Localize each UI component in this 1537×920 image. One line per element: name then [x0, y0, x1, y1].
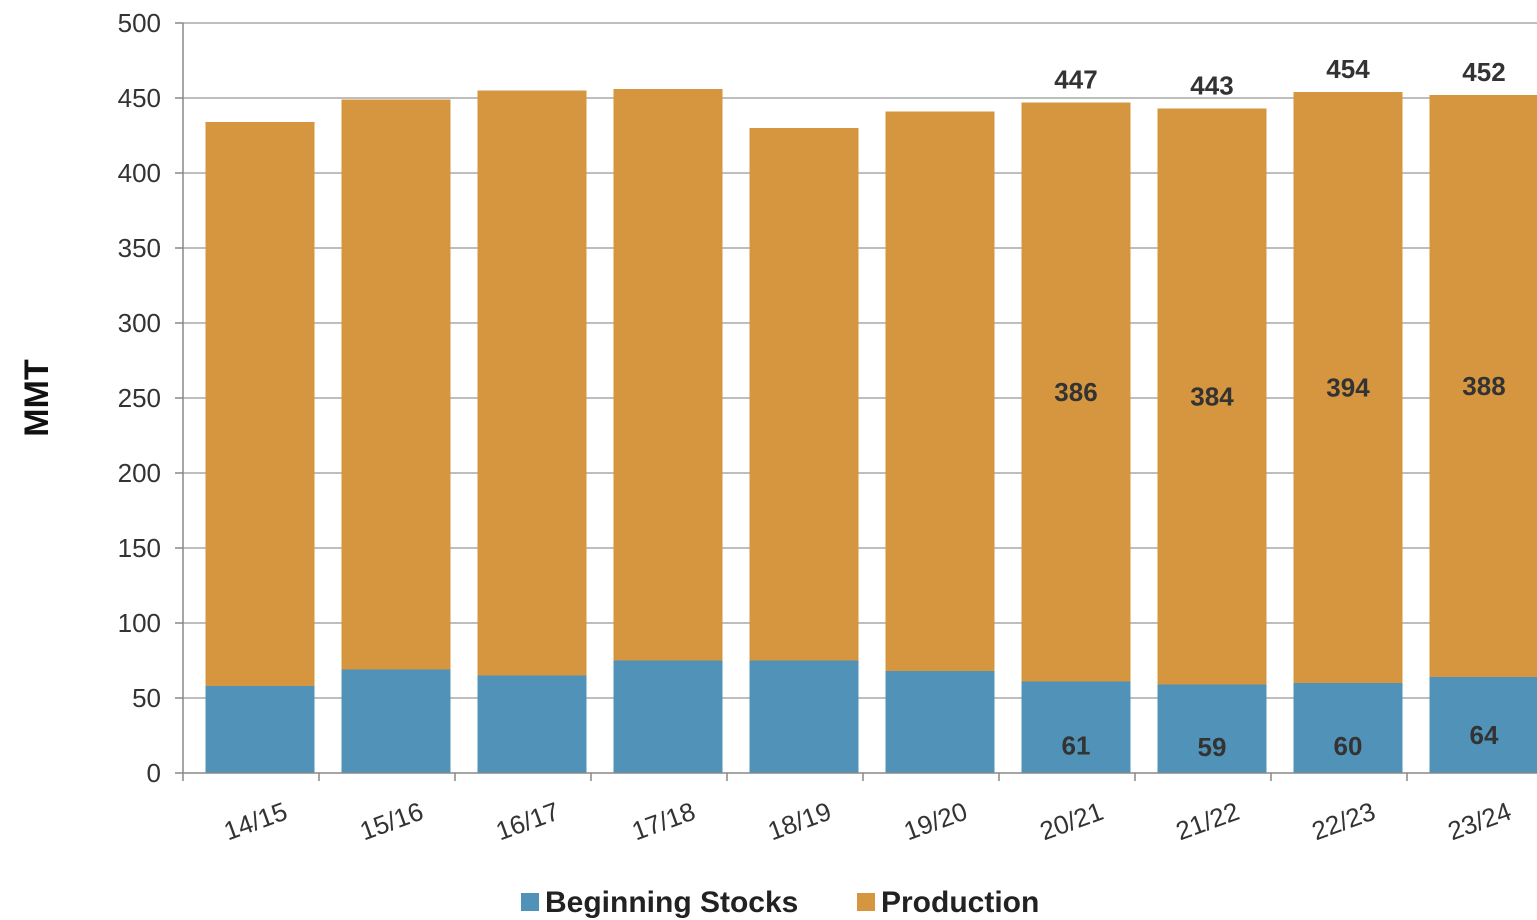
- x-tick-label: 18/19: [764, 796, 835, 846]
- bar-beginning-stocks-19-20: [885, 671, 995, 773]
- x-tick-label: 15/16: [356, 796, 427, 846]
- y-tick-label: 250: [118, 383, 161, 413]
- bar-production-21-22: [1157, 108, 1267, 685]
- data-label-stocks: 64: [1470, 720, 1499, 750]
- y-tick-label: 450: [118, 83, 161, 113]
- y-tick-label: 50: [132, 683, 161, 713]
- data-labels: 61 386 447 59 384 443 60 394 454 64 388 452: [1054, 54, 1505, 762]
- x-tick-label: 20/21: [1036, 796, 1107, 846]
- bars: [205, 89, 1537, 773]
- data-label-stocks: 61: [1062, 730, 1091, 760]
- legend: Beginning Stocks Production: [521, 886, 1039, 919]
- bar-production-14-15: [205, 122, 315, 686]
- x-tick-label: 14/15: [220, 796, 291, 846]
- bar-beginning-stocks-21-22: [1157, 684, 1267, 773]
- y-tick-labels: 0 50 100 150 200 250 300 350 400 450 500: [118, 8, 161, 788]
- legend-label-production: Production: [881, 886, 1039, 919]
- data-label-total: 443: [1190, 71, 1233, 101]
- data-label-total: 447: [1054, 65, 1097, 95]
- legend-label-beginning-stocks: Beginning Stocks: [545, 886, 798, 919]
- bar-beginning-stocks-20-21: [1021, 681, 1131, 773]
- axes: [175, 22, 1537, 781]
- data-label-stocks: 60: [1334, 731, 1363, 761]
- x-tick-label: 17/18: [628, 796, 699, 846]
- x-tick-label: 16/17: [492, 796, 563, 846]
- y-tick-label: 400: [118, 158, 161, 188]
- bar-production-20-21: [1021, 102, 1131, 682]
- bar-production-15-16: [341, 99, 451, 670]
- y-tick-label: 100: [118, 608, 161, 638]
- x-tick-label: 23/24: [1444, 796, 1515, 846]
- bar-production-16-17: [477, 90, 587, 676]
- bar-production-19-20: [885, 111, 995, 671]
- bar-beginning-stocks-14-15: [205, 686, 315, 773]
- data-label-total: 454: [1326, 54, 1370, 84]
- bar-beginning-stocks-18-19: [749, 660, 859, 773]
- bar-beginning-stocks-15-16: [341, 669, 451, 773]
- x-tick-label: 19/20: [900, 796, 971, 846]
- bar-beginning-stocks-22-23: [1293, 683, 1403, 773]
- y-tick-label: 150: [118, 533, 161, 563]
- bar-production-23-24: [1429, 95, 1537, 677]
- x-tick-label: 21/22: [1172, 796, 1243, 846]
- data-label-production: 394: [1326, 373, 1370, 403]
- legend-swatch-beginning-stocks: [521, 893, 539, 911]
- y-tick-label: 500: [118, 8, 161, 38]
- bar-production-18-19: [749, 128, 859, 661]
- data-label-total: 452: [1462, 57, 1505, 87]
- y-axis-title: MMT: [18, 359, 56, 437]
- data-label-production: 386: [1054, 377, 1097, 407]
- data-label-production: 388: [1462, 371, 1505, 401]
- bar-beginning-stocks-16-17: [477, 675, 587, 773]
- bar-beginning-stocks-23-24: [1429, 677, 1537, 773]
- bar-production-22-23: [1293, 92, 1403, 683]
- data-label-production: 384: [1190, 382, 1234, 412]
- data-label-stocks: 59: [1198, 732, 1227, 762]
- x-tick-labels: 14/15 15/16 16/17 17/18 18/19 19/20 20/21 21/22…: [220, 796, 1515, 846]
- bar-production-17-18: [613, 89, 723, 661]
- y-tick-label: 300: [118, 308, 161, 338]
- x-tick-label: 22/23: [1308, 796, 1379, 846]
- y-tick-label: 350: [118, 233, 161, 263]
- y-tick-label: 0: [147, 758, 161, 788]
- bar-beginning-stocks-17-18: [613, 660, 723, 773]
- y-tick-label: 200: [118, 458, 161, 488]
- legend-swatch-production: [857, 893, 875, 911]
